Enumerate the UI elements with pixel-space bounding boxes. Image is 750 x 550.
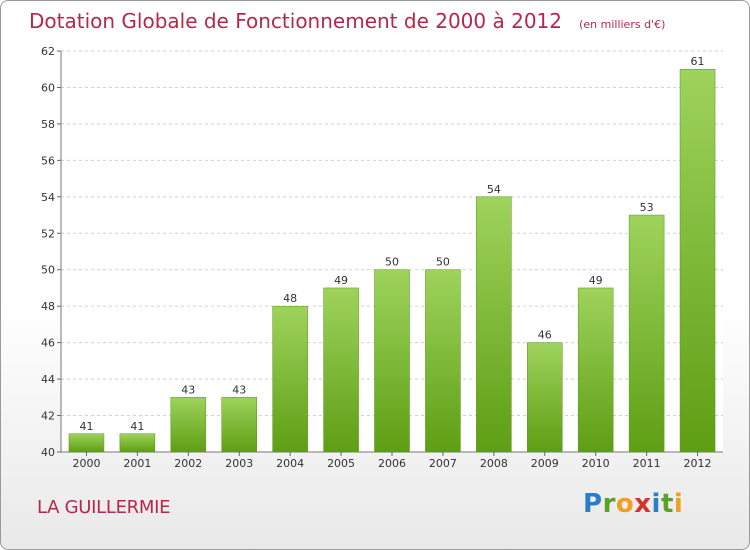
x-tick-label: 2000 — [72, 457, 100, 470]
bar-value-label: 43 — [232, 383, 246, 396]
bar — [119, 433, 156, 453]
bar-value-label: 50 — [385, 256, 399, 269]
bar — [476, 196, 512, 453]
y-tick-label: 40 — [41, 446, 55, 459]
bar — [425, 269, 461, 453]
y-tick-label: 54 — [41, 191, 55, 204]
x-tick-label: 2003 — [225, 457, 253, 470]
bar-value-label: 49 — [334, 274, 348, 287]
y-tick-label: 62 — [41, 45, 55, 58]
bar — [527, 342, 563, 453]
x-tick-label: 2005 — [327, 457, 355, 470]
bar-value-label: 41 — [79, 420, 93, 433]
x-tick-label: 2007 — [429, 457, 457, 470]
proxiti-logo: Proxiti — [583, 489, 684, 519]
bar — [679, 68, 716, 453]
bar-value-label: 54 — [487, 183, 501, 196]
bar — [577, 287, 614, 453]
commune-name: LA GUILLERMIE — [37, 497, 171, 518]
x-tick-label: 2004 — [276, 457, 304, 470]
bar-value-label: 41 — [130, 420, 144, 433]
x-tick-label: 2008 — [480, 457, 508, 470]
bar — [221, 397, 257, 453]
x-tick-label: 2009 — [531, 457, 559, 470]
y-tick-label: 52 — [41, 227, 55, 240]
chart-title: Dotation Globale de Fonctionnement de 20… — [29, 9, 665, 33]
chart-unit-note: (en milliers d'€) — [579, 18, 666, 31]
x-tick-label: 2012 — [684, 457, 712, 470]
bar — [170, 397, 207, 453]
bar-value-label: 46 — [538, 329, 552, 342]
y-tick-label: 46 — [41, 337, 55, 350]
bar-value-label: 50 — [436, 256, 450, 269]
x-tick-label: 2001 — [123, 457, 151, 470]
bar-value-label: 43 — [181, 383, 195, 396]
x-tick-label: 2006 — [378, 457, 406, 470]
bar — [68, 433, 105, 453]
bar — [628, 214, 665, 453]
bar — [323, 287, 359, 453]
bar — [272, 305, 308, 453]
chart-title-text: Dotation Globale de Fonctionnement de 20… — [29, 9, 562, 33]
y-tick-label: 56 — [41, 154, 55, 167]
y-tick-label: 44 — [41, 373, 55, 386]
x-tick-label: 2011 — [633, 457, 661, 470]
y-tick-label: 58 — [41, 118, 55, 131]
bar-value-label: 49 — [589, 274, 603, 287]
y-tick-label: 42 — [41, 410, 55, 423]
y-tick-label: 50 — [41, 264, 55, 277]
y-tick-label: 48 — [41, 300, 55, 313]
bar-value-label: 61 — [691, 55, 705, 68]
bar — [374, 269, 410, 453]
x-tick-label: 2002 — [174, 457, 202, 470]
bar-value-label: 48 — [283, 292, 297, 305]
y-tick-label: 60 — [41, 81, 55, 94]
x-tick-label: 2010 — [582, 457, 610, 470]
bar-value-label: 53 — [640, 201, 654, 214]
